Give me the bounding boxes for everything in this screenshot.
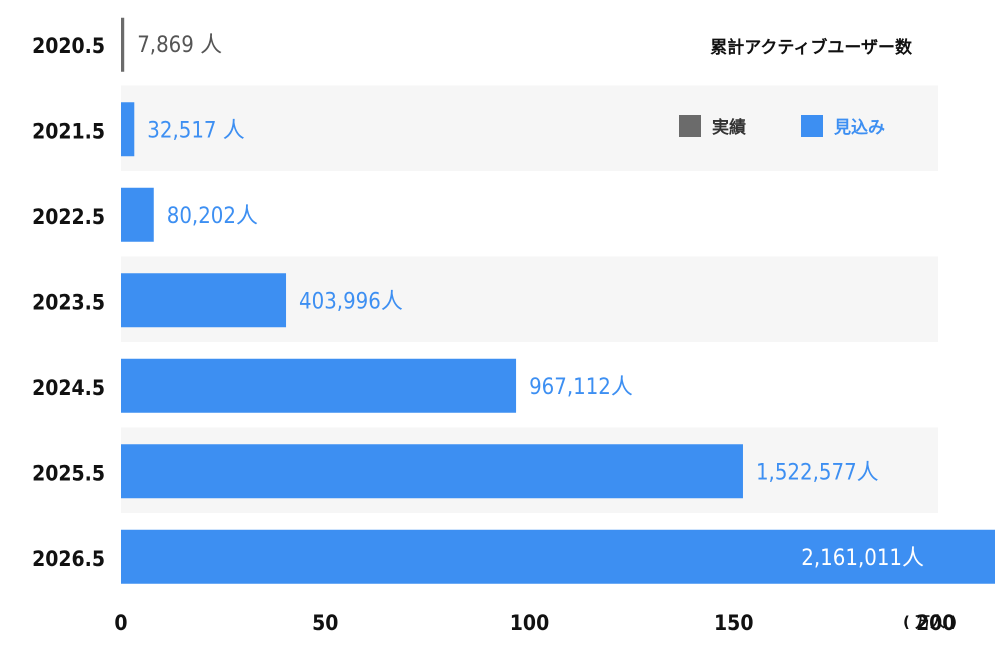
value-label: 1,522,577人 [756,460,879,485]
category-label: 2021.5 [32,119,105,143]
bar-2020.5 [121,17,125,72]
x-axis-unit-label: ( 万人 ) [903,613,957,631]
x-tick-label: 200 [916,611,955,635]
legend-label-projected: 見込み [833,118,885,138]
legend: 実績 見込み [679,115,885,138]
bar-2026.5 [121,529,995,584]
x-tick-label: 50 [312,611,338,635]
value-label: 403,996人 [299,289,403,314]
value-label: 80,202人 [167,204,258,229]
category-label: 2020.5 [32,34,105,58]
legend-swatch-actual [679,115,701,137]
legend-label-actual: 実績 [712,117,746,138]
category-label: 2026.5 [32,547,105,571]
bar-2023.5 [121,273,287,328]
category-label: 2023.5 [32,290,105,314]
category-label: 2024.5 [32,376,105,400]
x-tick-label: 0 [114,611,127,635]
x-tick-label: 150 [714,611,753,635]
category-label: 2022.5 [32,205,105,229]
value-label: 2,161,011人 [801,546,924,571]
bar-2022.5 [121,187,154,242]
value-label: 7,869 人 [137,33,222,58]
bar-2021.5 [121,102,135,157]
chart-title: 累計アクティブユーザー数 [710,37,913,58]
bar-2025.5 [121,444,743,499]
category-label: 2025.5 [32,461,105,485]
value-label: 32,517 人 [147,118,245,143]
bar-2024.5 [121,358,517,413]
value-label: 967,112人 [529,375,633,400]
x-tick-label: 100 [510,611,549,635]
legend-swatch-projected [801,115,823,137]
